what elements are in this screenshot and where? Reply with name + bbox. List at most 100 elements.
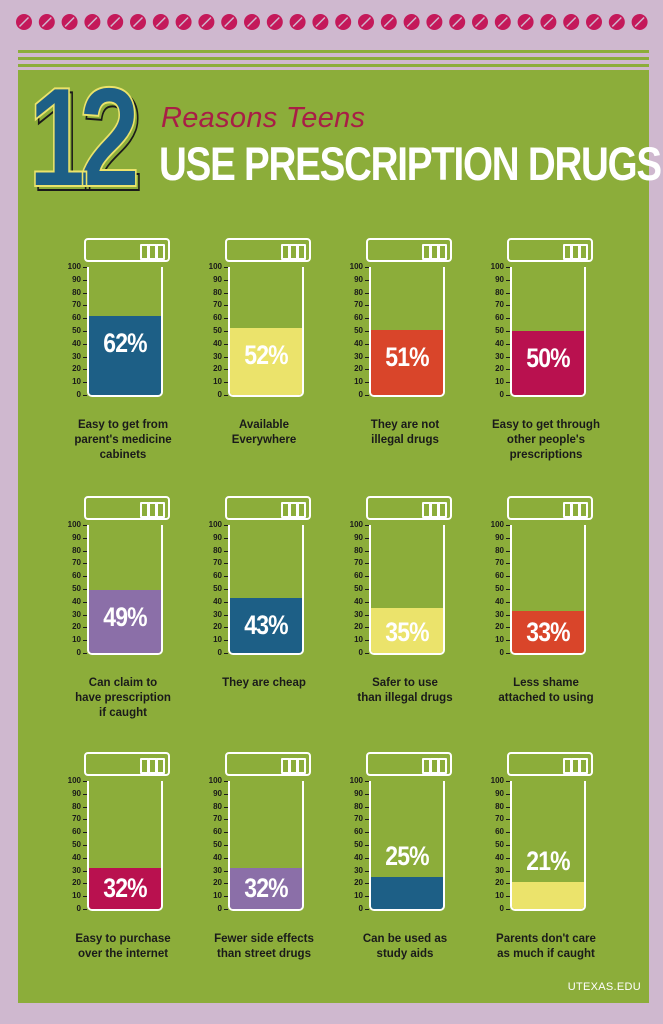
percent-label: 21% — [526, 846, 570, 877]
scale-tick-label: 80 — [72, 287, 81, 297]
scale-tick-label: 70 — [495, 558, 504, 568]
top-stripe — [18, 50, 649, 53]
bottle-scale: 100 90 80 70 60 50 40 30 20 10 0 — [486, 263, 510, 399]
bottle-fill-bar — [512, 610, 584, 653]
number-12-shadow: 12 — [31, 74, 139, 199]
scale-tick-label: 40 — [72, 596, 81, 606]
reason-caption: Parents don't care as much if caught — [476, 932, 616, 962]
scale-tick-label: 20 — [72, 622, 81, 632]
scale-tick-label: 10 — [495, 891, 504, 901]
pill-dot — [472, 14, 488, 30]
pill-bottle: 100 90 80 70 60 50 40 30 20 10 0 32% Easy to purchas… — [63, 752, 203, 992]
bottle-body — [87, 781, 163, 911]
page-title: USE PRESCRIPTION DRUGS — [159, 137, 662, 190]
reason-caption: They are cheap — [194, 676, 334, 691]
pill-bottle: 100 90 80 70 60 50 40 30 20 10 0 21% Parents don't c… — [486, 752, 626, 992]
scale-tick-label: 10 — [72, 635, 81, 645]
bottle-scale: 100 90 80 70 60 50 40 30 20 10 0 — [204, 777, 228, 913]
bottle-fill-bar — [371, 877, 443, 909]
scale-tick-label: 30 — [72, 609, 81, 619]
scale-tick-label: 90 — [495, 532, 504, 542]
bottle-cap — [366, 496, 452, 520]
scale-tick-label: 30 — [495, 609, 504, 619]
pill-bottle: 100 90 80 70 60 50 40 30 20 10 0 43% They are cheap — [204, 496, 344, 736]
bottle-body — [87, 525, 163, 655]
scale-tick-label: 10 — [354, 891, 363, 901]
reason-caption-line: They are not — [370, 419, 440, 431]
pill-dot — [107, 14, 124, 30]
scale-tick-label: 0 — [217, 390, 222, 399]
pill-dot — [631, 14, 648, 30]
scale-tick-label: 50 — [354, 584, 363, 593]
pill-dot — [608, 14, 625, 30]
pill-dot — [563, 14, 580, 30]
scale-tick-label: 100 — [67, 262, 81, 271]
pill-bottle: 100 90 80 70 60 50 40 30 20 10 0 51% They are not ill… — [345, 238, 485, 478]
scale-tick-label: 0 — [358, 390, 363, 399]
pill-dot — [198, 14, 215, 30]
reason-caption-line: attached to using — [498, 692, 594, 704]
scale-tick-label: 20 — [213, 622, 222, 632]
scale-tick-label: 90 — [72, 274, 81, 284]
reason-caption: Available Everywhere — [194, 418, 334, 448]
scale-tick-label: 100 — [490, 776, 504, 785]
scale-tick-label: 40 — [72, 852, 81, 862]
pill-dot — [380, 14, 397, 30]
bottle-fill-bar — [89, 315, 161, 395]
reason-caption-line: Can claim to — [88, 677, 158, 689]
scale-tick-label: 70 — [72, 814, 81, 824]
pill-dot — [266, 14, 283, 30]
bottle-cap — [225, 496, 311, 520]
scale-tick-label: 40 — [495, 852, 504, 862]
scale-tick-label: 60 — [354, 827, 363, 837]
pill-dot — [16, 14, 32, 30]
scale-tick-label: 70 — [213, 558, 222, 568]
scale-tick-label: 60 — [495, 313, 504, 323]
bottle-fill-bar — [371, 329, 443, 395]
scale-tick-label: 50 — [354, 326, 363, 335]
scale-tick-label: 90 — [354, 274, 363, 284]
scale-tick-label: 90 — [354, 788, 363, 798]
percent-label: 35% — [385, 617, 429, 647]
pill-dot — [449, 14, 466, 30]
scale-tick-label: 40 — [354, 338, 363, 348]
top-stripe — [18, 57, 649, 60]
number-12: 12 — [28, 74, 136, 199]
bottle-body — [87, 267, 163, 397]
scale-tick-label: 0 — [76, 648, 81, 657]
scale-tick-label: 90 — [354, 532, 363, 542]
scale-tick-label: 40 — [72, 338, 81, 348]
pill-dot — [426, 14, 443, 30]
scale-tick-label: 0 — [358, 904, 363, 913]
percent-label: 32% — [244, 873, 288, 903]
scale-tick-label: 20 — [354, 622, 363, 632]
scale-tick-label: 30 — [354, 865, 363, 875]
scale-tick-label: 60 — [354, 571, 363, 581]
bottle-scale: 100 90 80 70 60 50 40 30 20 10 0 — [345, 521, 369, 657]
scale-tick-label: 50 — [213, 326, 222, 335]
percent-label: 25% — [385, 841, 429, 871]
pill-bottle: 100 90 80 70 60 50 40 30 20 10 0 62% Easy to get fro… — [63, 238, 203, 478]
top-stripe — [18, 64, 649, 67]
scale-tick-label: 20 — [72, 878, 81, 888]
reason-caption-line: Easy to get from — [77, 419, 169, 431]
scale-tick-label: 0 — [217, 904, 222, 913]
reason-caption-line: other people's — [506, 434, 586, 446]
bottle-body — [510, 267, 586, 397]
scale-tick-label: 90 — [72, 532, 81, 542]
reason-caption-line: cabinets — [99, 449, 147, 461]
scale-tick-label: 60 — [495, 571, 504, 581]
scale-tick-label: 70 — [354, 300, 363, 310]
scale-tick-label: 50 — [72, 326, 81, 335]
scale-tick-label: 40 — [213, 596, 222, 606]
pill-dot — [289, 14, 306, 30]
pill-dot — [586, 14, 602, 30]
reason-caption: Can be used as study aids — [335, 932, 475, 962]
scale-tick-label: 40 — [495, 338, 504, 348]
number-12-heading: 12 12 — [28, 74, 151, 199]
scale-tick-label: 10 — [495, 377, 504, 387]
scale-tick-label: 20 — [495, 364, 504, 374]
bottle-scale: 100 90 80 70 60 50 40 30 20 10 0 — [63, 521, 87, 657]
pill-bottle: 100 90 80 70 60 50 40 30 20 10 0 35% Safer to use tha… — [345, 496, 485, 736]
scale-tick-label: 100 — [349, 520, 363, 529]
